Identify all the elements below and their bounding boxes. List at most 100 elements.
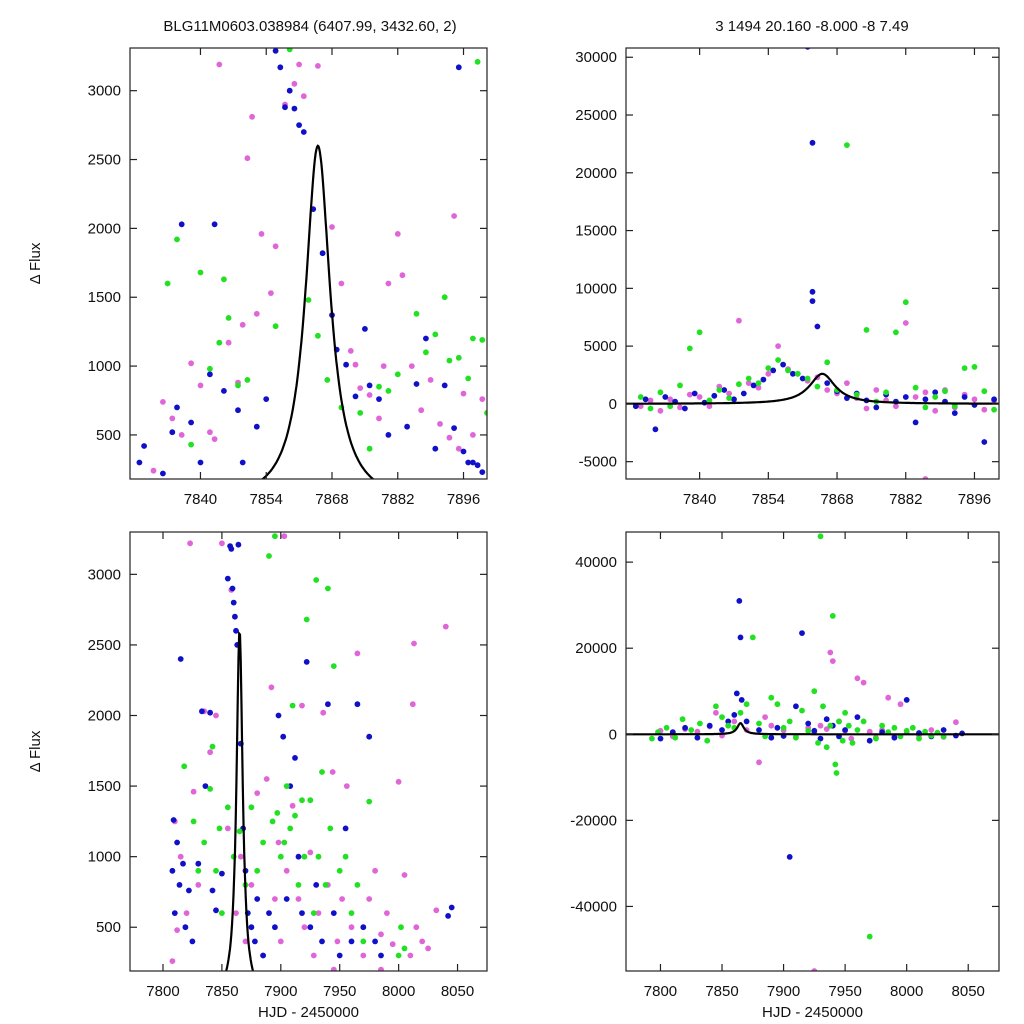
data-point-green	[903, 727, 910, 734]
y-tick-label: 2000	[88, 708, 121, 725]
data-point-blue	[376, 396, 382, 402]
data-point-magenta	[433, 907, 440, 914]
data-point-green	[224, 804, 231, 811]
data-point-green	[922, 404, 929, 411]
data-point-blue	[902, 394, 909, 400]
data-point-green	[951, 403, 958, 410]
data-point-green	[401, 945, 408, 952]
x-tick-label: 7868	[820, 491, 853, 508]
data-point-green	[817, 533, 824, 540]
data-point-green	[164, 280, 171, 287]
data-point-magenta	[902, 320, 909, 326]
x-tick-label: 7900	[264, 983, 297, 1000]
data-point-green	[324, 377, 331, 383]
data-point-blue	[303, 659, 310, 665]
data-point-magenta	[745, 380, 752, 386]
data-point-magenta	[427, 377, 434, 383]
data-point-green	[330, 663, 337, 669]
data-point-blue	[229, 585, 236, 592]
model-curve	[626, 372, 999, 405]
data-point-blue	[209, 887, 216, 894]
data-point-blue	[360, 924, 367, 931]
data-point-blue	[780, 361, 786, 368]
figure-title-right: 3 1494 20.160 -8.000 -8 7.49	[715, 18, 909, 35]
data-point-blue	[195, 860, 202, 867]
data-point-green	[679, 716, 686, 723]
data-point-blue	[336, 952, 343, 959]
data-point-green	[824, 359, 831, 366]
data-point-magenta	[343, 783, 350, 789]
data-point-blue	[817, 735, 824, 742]
data-point-magenta	[409, 701, 416, 708]
data-point-blue	[366, 382, 373, 389]
data-point-green	[295, 882, 302, 888]
data-point-blue	[738, 697, 745, 703]
data-point-magenta	[315, 910, 322, 916]
data-point-magenta	[425, 945, 431, 952]
data-point-green	[303, 616, 310, 623]
panel-bottom-left: 7800 7850 7900 7950 8000 8050 500 1000 1500 2000 2…	[27, 531, 488, 1021]
y-tick-label: -40000	[570, 898, 617, 915]
y-tick-label: 5000	[584, 338, 617, 355]
data-point-blue	[291, 105, 298, 112]
data-point-green	[637, 394, 644, 400]
data-point-green	[432, 331, 439, 338]
data-point-magenta	[667, 396, 674, 403]
data-point-blue	[441, 382, 448, 389]
data-point-magenta	[823, 726, 830, 732]
data-point-blue	[691, 390, 698, 397]
data-point-blue	[266, 910, 272, 916]
data-point-blue	[770, 367, 777, 374]
data-point-green	[366, 798, 373, 805]
data-point-blue	[277, 64, 284, 71]
x-tick-label: 7900	[767, 983, 800, 1000]
x-tick-label: 7868	[315, 491, 348, 508]
x-tick-label: 7850	[205, 983, 238, 1000]
data-point-blue	[228, 546, 235, 552]
data-point-green	[470, 335, 476, 342]
data-point-blue	[824, 380, 831, 386]
data-point-magenta	[765, 370, 772, 377]
data-point-green	[756, 720, 762, 727]
data-point-blue	[160, 470, 166, 477]
data-point-blue	[804, 48, 811, 50]
y-tick-label: 2000	[88, 220, 121, 237]
data-point-green	[354, 882, 361, 888]
data-point-green	[775, 357, 781, 363]
data-point-magenta	[211, 436, 218, 442]
data-point-green	[398, 924, 404, 931]
data-point-green	[221, 276, 227, 283]
data-point-blue	[362, 326, 368, 332]
data-point-blue	[180, 860, 186, 867]
y-tick-label: -5000	[579, 454, 617, 471]
data-point-blue	[809, 139, 816, 146]
data-point-green	[310, 910, 317, 916]
data-point-blue	[903, 697, 910, 703]
data-point-green	[719, 714, 725, 720]
panel-top-right: 7840 7854 7868 7882 7896 -5000 0 5000 10000 15000…	[575, 47, 1000, 508]
data-point-magenta	[827, 649, 834, 656]
data-point-green	[804, 375, 811, 382]
data-point-magenta	[686, 391, 693, 398]
data-point-magenta	[419, 938, 426, 945]
x-tick-label: 8000	[382, 983, 415, 1000]
data-point-blue	[814, 323, 821, 330]
data-point-green	[413, 310, 420, 317]
y-tick-label: 0	[609, 726, 617, 743]
data-point-magenta	[953, 719, 959, 726]
data-point-green	[188, 441, 195, 448]
data-point-blue	[197, 459, 204, 466]
data-point-green	[190, 818, 197, 825]
data-point-blue	[299, 910, 305, 916]
data-point-green	[677, 382, 683, 389]
data-point-blue	[354, 701, 361, 708]
data-point-magenta	[360, 952, 367, 959]
data-point-green	[736, 381, 742, 388]
data-point-green	[281, 839, 288, 846]
data-point-green	[839, 737, 846, 744]
data-point-green	[922, 728, 928, 735]
x-tick-label: 7950	[828, 983, 861, 1000]
data-point-green	[713, 703, 719, 710]
data-point-magenta	[183, 910, 190, 916]
data-point-blue	[169, 429, 176, 436]
